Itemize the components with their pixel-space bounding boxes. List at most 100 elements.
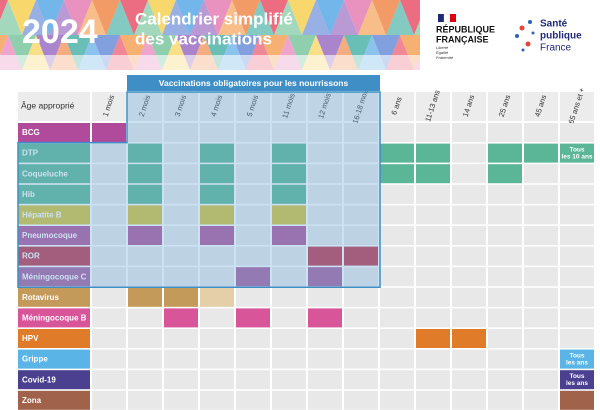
- banner-triangle: [190, 0, 218, 35]
- empty-cell: [236, 184, 270, 204]
- empty-cell: [524, 390, 558, 410]
- empty-cell: [524, 370, 558, 390]
- banner-triangle: [78, 0, 106, 35]
- empty-cell: [560, 205, 594, 225]
- empty-cell: [308, 390, 342, 410]
- empty-cell: [380, 287, 414, 307]
- empty-cell: [452, 184, 486, 204]
- empty-cell: [452, 226, 486, 245]
- empty-cell: [308, 184, 342, 204]
- empty-cell: [488, 308, 522, 328]
- empty-cell: [308, 370, 342, 390]
- title-line: Calendrier simplifié: [135, 9, 293, 28]
- empty-cell: [488, 184, 522, 204]
- header-cell: [452, 92, 486, 121]
- header-cell: [272, 92, 306, 121]
- empty-cell: [164, 370, 198, 390]
- empty-cell: [488, 246, 522, 266]
- empty-cell: [524, 205, 558, 225]
- empty-cell: [344, 308, 378, 328]
- banner: [0, 0, 470, 70]
- empty-cell: [236, 143, 270, 163]
- empty-cell: [92, 329, 126, 348]
- row-label-cell: [18, 246, 90, 266]
- banner-triangle: [316, 35, 344, 70]
- header-cell: [524, 92, 558, 121]
- header-cell: [200, 92, 234, 121]
- banner-triangle: [50, 0, 78, 35]
- header-cell: [560, 92, 594, 121]
- banner-triangle: [344, 35, 372, 70]
- empty-cell: [236, 246, 270, 266]
- dose-cell: [416, 164, 450, 184]
- empty-cell: [452, 267, 486, 287]
- dose-cell: [272, 226, 306, 245]
- row-label: Coqueluche: [22, 169, 68, 178]
- header-cell: [128, 92, 162, 121]
- empty-cell: [488, 267, 522, 287]
- empty-cell: [380, 226, 414, 245]
- row-label-cell: [18, 308, 90, 328]
- empty-cell: [272, 308, 306, 328]
- empty-cell: [164, 390, 198, 410]
- empty-cell: [524, 164, 558, 184]
- row-label-cell: [18, 123, 90, 142]
- empty-cell: [308, 329, 342, 348]
- empty-cell: [380, 123, 414, 142]
- empty-cell: [560, 329, 594, 348]
- dose-cell: [560, 390, 594, 410]
- banner-triangle: [22, 0, 50, 35]
- empty-cell: [380, 246, 414, 266]
- empty-cell: [488, 287, 522, 307]
- dose-cell: [200, 164, 234, 184]
- banner-triangle: [176, 35, 204, 70]
- empty-cell: [524, 184, 558, 204]
- dose-cell: [308, 246, 342, 266]
- dose-cell: [128, 164, 162, 184]
- row-label: Hib: [22, 190, 35, 199]
- empty-cell: [452, 143, 486, 163]
- banner-triangle: [372, 35, 400, 70]
- empty-cell: [416, 184, 450, 204]
- empty-cell: [236, 205, 270, 225]
- empty-cell: [380, 267, 414, 287]
- dose-note-line: les ans: [566, 359, 588, 366]
- empty-cell: [236, 123, 270, 142]
- empty-cell: [236, 329, 270, 348]
- empty-cell: [92, 143, 126, 163]
- dose-cell: [416, 143, 450, 163]
- empty-cell: [200, 308, 234, 328]
- empty-cell: [560, 123, 594, 142]
- banner-triangle: [64, 0, 92, 35]
- empty-cell: [416, 308, 450, 328]
- empty-cell: [488, 390, 522, 410]
- empty-cell: [560, 226, 594, 245]
- row-label: BCG: [22, 128, 40, 137]
- empty-cell: [344, 287, 378, 307]
- empty-cell: [524, 287, 558, 307]
- banner-triangle: [288, 35, 316, 70]
- banner-triangle: [176, 0, 204, 35]
- empty-cell: [308, 349, 342, 369]
- empty-cell: [272, 390, 306, 410]
- row-label: Zona: [22, 396, 42, 405]
- empty-cell: [200, 390, 234, 410]
- empty-cell: [416, 370, 450, 390]
- row-label: Grippe: [22, 355, 48, 364]
- row-label-cell: [18, 390, 90, 410]
- empty-cell: [308, 123, 342, 142]
- empty-cell: [92, 226, 126, 245]
- empty-cell: [560, 164, 594, 184]
- empty-cell: [92, 184, 126, 204]
- banner-triangle: [92, 0, 120, 35]
- empty-cell: [524, 226, 558, 245]
- dose-cell: [128, 287, 162, 307]
- dose-cell: [164, 287, 198, 307]
- banner-triangle: [204, 35, 232, 70]
- empty-cell: [164, 226, 198, 245]
- empty-cell: [560, 308, 594, 328]
- header-cell: [308, 92, 342, 121]
- dose-cell: [452, 329, 486, 348]
- dose-cell: [272, 205, 306, 225]
